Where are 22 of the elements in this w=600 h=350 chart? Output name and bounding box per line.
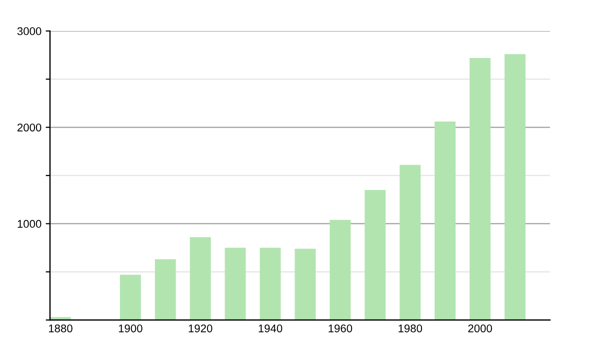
bar xyxy=(364,190,386,320)
x-tick-label: 1940 xyxy=(258,324,282,332)
y-tick-label: 1000 xyxy=(18,220,42,228)
x-tick-label: 2000 xyxy=(468,324,492,332)
x-tick-label: 1920 xyxy=(188,324,212,332)
bar xyxy=(120,274,141,320)
bar xyxy=(294,248,316,320)
bar xyxy=(330,220,351,320)
y-tick-label: 2000 xyxy=(18,124,42,132)
bar xyxy=(154,259,176,320)
x-tick-label: 1980 xyxy=(398,324,422,332)
x-tick-label: 1900 xyxy=(118,324,142,332)
bar xyxy=(504,54,526,320)
bar xyxy=(260,248,281,320)
bar xyxy=(224,248,246,320)
bar xyxy=(434,122,456,320)
x-tick-label: 1960 xyxy=(328,324,352,332)
bar xyxy=(470,58,491,320)
bar xyxy=(190,237,211,320)
y-tick-label: 3000 xyxy=(17,27,42,36)
bar xyxy=(400,164,421,320)
x-tick-label: 1880 xyxy=(48,324,72,332)
